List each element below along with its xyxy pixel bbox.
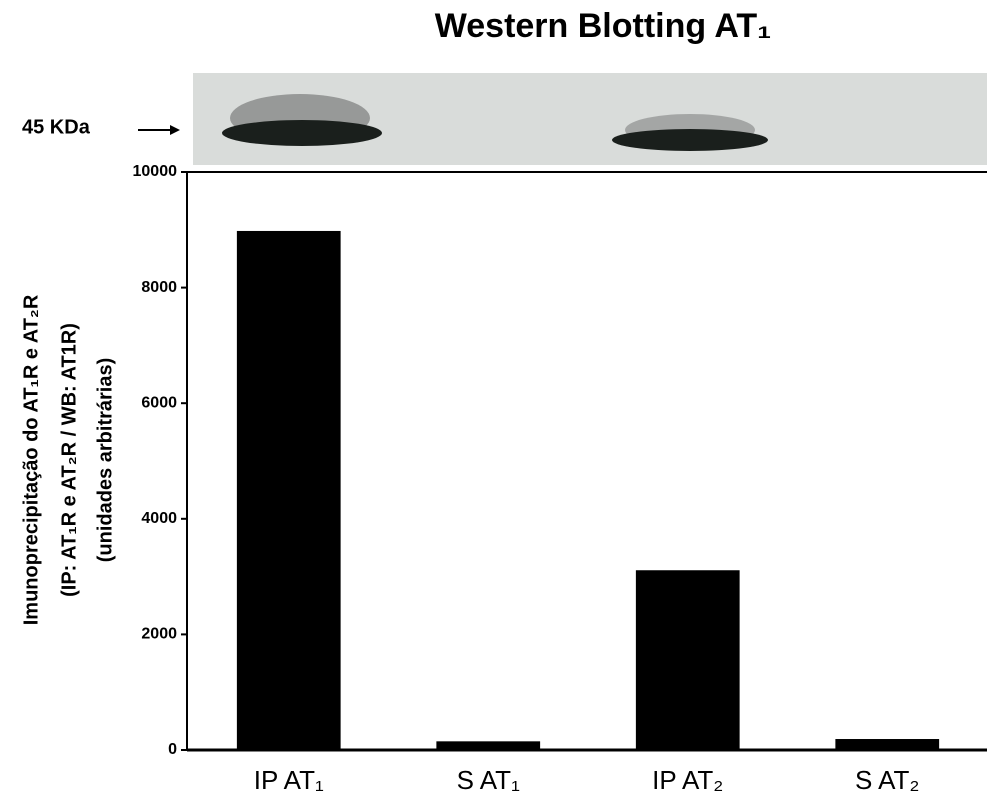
chart-title: Western Blotting AT₁ <box>435 7 771 45</box>
x-tick-label: S AT₂ <box>855 765 920 795</box>
y-tick-label: 6000 <box>141 394 177 411</box>
y-axis-title-line: Imunoprecipitação do AT₁R e AT₂R <box>20 294 42 625</box>
y-axis-title-line: (IP: AT₁R e AT₂R / WB: AT1R) <box>58 323 80 597</box>
y-axis-title-line: (unidades arbitrárias) <box>94 358 116 563</box>
y-tick-label: 8000 <box>141 279 177 296</box>
x-tick-label: S AT₁ <box>457 765 520 795</box>
x-tick-label: IP AT₁ <box>254 765 324 795</box>
marker-arrow <box>138 125 180 135</box>
y-tick-label: 10000 <box>133 163 178 180</box>
y-axis-title: Imunoprecipitação do AT₁R e AT₂R (IP: AT… <box>20 294 116 625</box>
y-tick-label: 2000 <box>141 626 177 643</box>
chart: Western Blotting AT₁ 45 KDa Imunoprecipi… <box>0 0 987 803</box>
blot-image <box>193 73 987 165</box>
bar <box>436 741 540 750</box>
y-tick-label: 0 <box>168 741 177 758</box>
bar <box>237 231 341 750</box>
bar <box>835 739 939 750</box>
y-tick-label: 4000 <box>141 510 177 527</box>
x-tick-label: IP AT₂ <box>652 765 723 795</box>
bar <box>636 570 740 750</box>
blot-marker: 45 KDa <box>22 116 91 138</box>
